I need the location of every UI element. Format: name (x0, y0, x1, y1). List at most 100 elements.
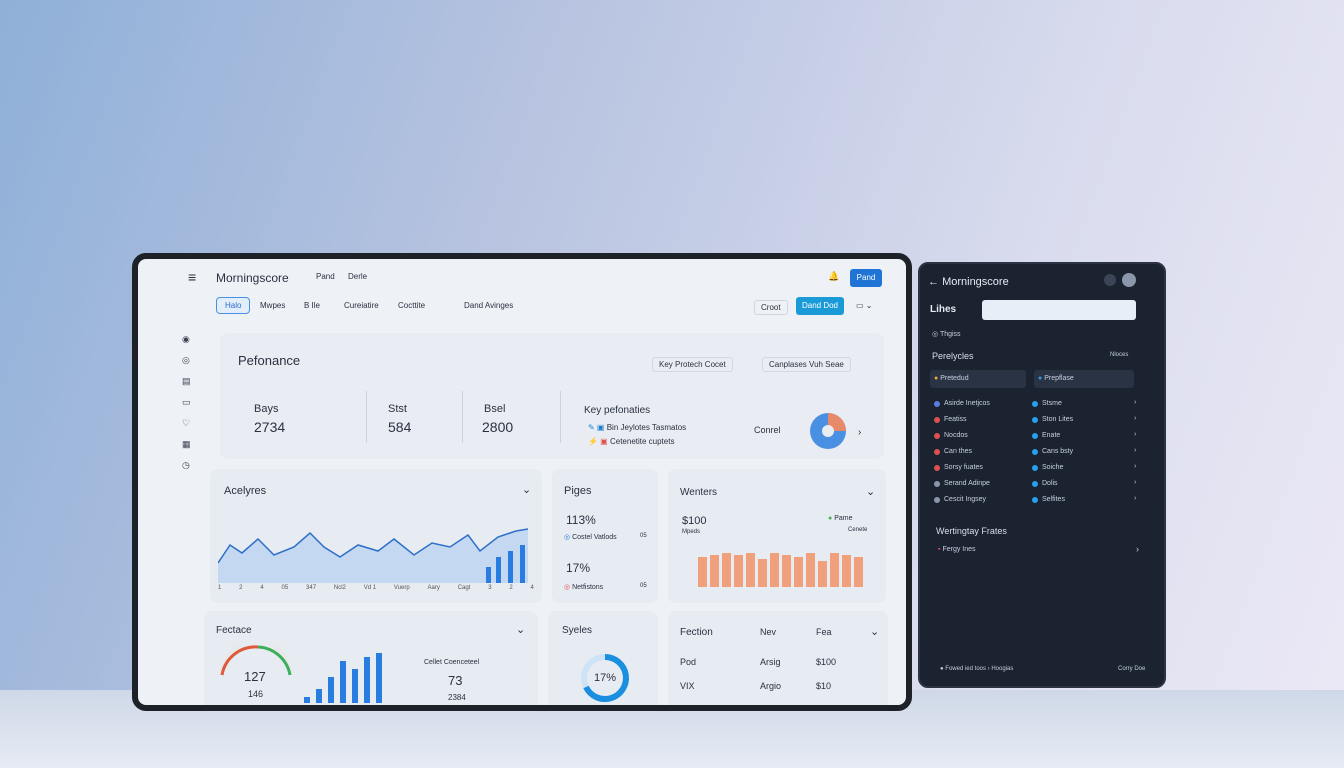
list-row[interactable]: Serand Adinpe Dolis › (934, 479, 1144, 496)
tab[interactable]: B Ile (304, 301, 321, 310)
x-label: Vuerp (393, 585, 410, 591)
tab[interactable]: Cureiatire (344, 301, 379, 310)
x-label: Cagt (457, 585, 471, 591)
bar-chart (304, 653, 382, 703)
expand-icon[interactable]: ⌄ (516, 624, 526, 636)
cell: VIX (680, 681, 695, 691)
tab[interactable]: Halo (216, 297, 251, 314)
list-item: Dolis (1042, 480, 1058, 487)
donut: › (810, 413, 861, 449)
list-item: Serand Adinpe (944, 480, 990, 487)
card-title: Piges (564, 485, 592, 497)
chevron: › (1134, 431, 1137, 438)
key-item: ⚡ ▣ Cetenetite cuptets (588, 437, 675, 446)
panel-title: Pefonance (238, 353, 301, 368)
filter[interactable]: Canplases Vuh Seae (762, 357, 851, 372)
cell: Arsig (760, 657, 781, 667)
phone-heading: Lihes (930, 304, 957, 315)
divider (560, 391, 561, 443)
line-chart (218, 528, 529, 583)
footer-link[interactable]: ● Fowed ied toos › Hoogias (940, 666, 1014, 672)
list-row[interactable]: Sorsy fuates Soiche › (934, 463, 1144, 480)
side-sub: 2384 (448, 693, 466, 702)
tab[interactable]: Cocttite (398, 301, 426, 310)
section-action[interactable]: Nloces (1110, 352, 1129, 358)
avatar[interactable] (1122, 273, 1136, 287)
legend-sub: Cenete (848, 527, 868, 533)
chevron[interactable]: › (1136, 544, 1139, 554)
list-dot (1032, 465, 1038, 471)
metric: $100 (682, 515, 707, 527)
cell: $10 (816, 681, 832, 691)
toolbar-link[interactable]: Croot (754, 300, 788, 315)
tab[interactable]: Dand Avinges (464, 301, 514, 310)
column-header: Fection (680, 627, 713, 638)
metric-label: ◎ Costel Vatlods (564, 534, 617, 541)
menu-icon[interactable]: ≡ (188, 269, 197, 285)
list-item: Can thes (944, 448, 973, 455)
ring (581, 654, 629, 702)
list-item: Nocdos (944, 432, 968, 439)
chevron: › (1134, 495, 1137, 502)
feature-item[interactable]: ▪ Fergy Ines (938, 546, 976, 553)
list-row[interactable]: Nocdos Enate › (934, 431, 1144, 448)
chevron: › (1134, 415, 1137, 422)
filter[interactable]: Key Protech Cocet (652, 357, 733, 372)
list-dot (934, 449, 940, 455)
footer-text: Hoogias (991, 666, 1014, 672)
list-item: Ston Lites (1042, 416, 1074, 423)
nav-link[interactable]: Derle (348, 272, 368, 281)
metric: 17% (566, 561, 591, 575)
pages-card: Piges 113% ◎ Costel Vatlods 05 17% ◎ Net… (552, 469, 658, 603)
x-label: 4 (260, 585, 264, 591)
list-item: Sorsy fuates (944, 464, 983, 471)
list-item: Asirde Inetjcos (944, 400, 990, 407)
toolbar-icon[interactable]: ▭ ⌄ (856, 301, 873, 310)
list-dot (934, 433, 940, 439)
feature-item-text: Fergy Ines (942, 546, 976, 553)
action-button[interactable]: Pand (850, 269, 882, 287)
gauge-value: 127 (244, 669, 266, 684)
phone-icon[interactable] (1104, 274, 1116, 286)
metric-label-text: Costel Vatlods (572, 534, 617, 541)
x-label: Aary (427, 585, 440, 591)
ring-value: 17% (594, 672, 617, 684)
select[interactable]: ● Prepflase (1034, 370, 1134, 388)
toolbar-button[interactable]: Dand Dod (796, 297, 844, 315)
expand-icon[interactable]: ⌄ (866, 486, 876, 498)
list-item: Stsme (1042, 400, 1062, 407)
card-title: Syeles (562, 625, 593, 636)
tag[interactable]: ◎ Thgiss (932, 331, 961, 338)
expand-icon[interactable]: ⌄ (522, 484, 532, 496)
x-label: Vd 1 (363, 585, 377, 591)
stat-label: Bays (254, 403, 279, 415)
legend: ● Pame (828, 515, 853, 522)
select[interactable]: ● Pretedud (930, 370, 1026, 388)
nav-link[interactable]: Pand (316, 272, 335, 281)
chevron: › (1134, 399, 1137, 406)
phone: ← Morningscore Lihes ◎ Thgiss Perelycles… (918, 262, 1166, 688)
expand-icon[interactable]: ⌄ (870, 626, 880, 638)
list-item: Enate (1042, 432, 1061, 439)
metric-label: ◎ Netfistons (564, 584, 604, 591)
list-dot (1032, 417, 1038, 423)
bar-chart (698, 553, 863, 587)
list-row[interactable]: Can thes Cans bsty › (934, 447, 1144, 464)
list-row[interactable]: Cescit Ingsey Selfites › (934, 495, 1144, 512)
list-item: Cescit Ingsey (944, 496, 987, 503)
stat-label: Bsel (484, 403, 506, 415)
tab[interactable]: Mwpes (260, 301, 286, 310)
list-row[interactable]: Featiss Ston Lites › (934, 415, 1144, 432)
phone-brand: ← Morningscore (928, 276, 1009, 288)
x-label: 2 (239, 585, 243, 591)
brand: Morningscore (216, 271, 289, 285)
cell: $100 (816, 657, 837, 667)
search-box[interactable] (982, 300, 1136, 320)
list-item: Featiss (944, 416, 967, 423)
list-row[interactable]: Asirde Inetjcos Stsme › (934, 399, 1144, 416)
tablet: ≡ Morningscore Pand Derle 🔔 Pand Halo Mw… (132, 253, 912, 711)
bell-icon[interactable]: 🔔 (828, 271, 840, 281)
stat-label: Stst (388, 403, 407, 415)
svg-text:›: › (858, 427, 861, 438)
phone-list: Asirde Inetjcos Stsme › Featiss Ston Lites › N… (934, 399, 1144, 512)
